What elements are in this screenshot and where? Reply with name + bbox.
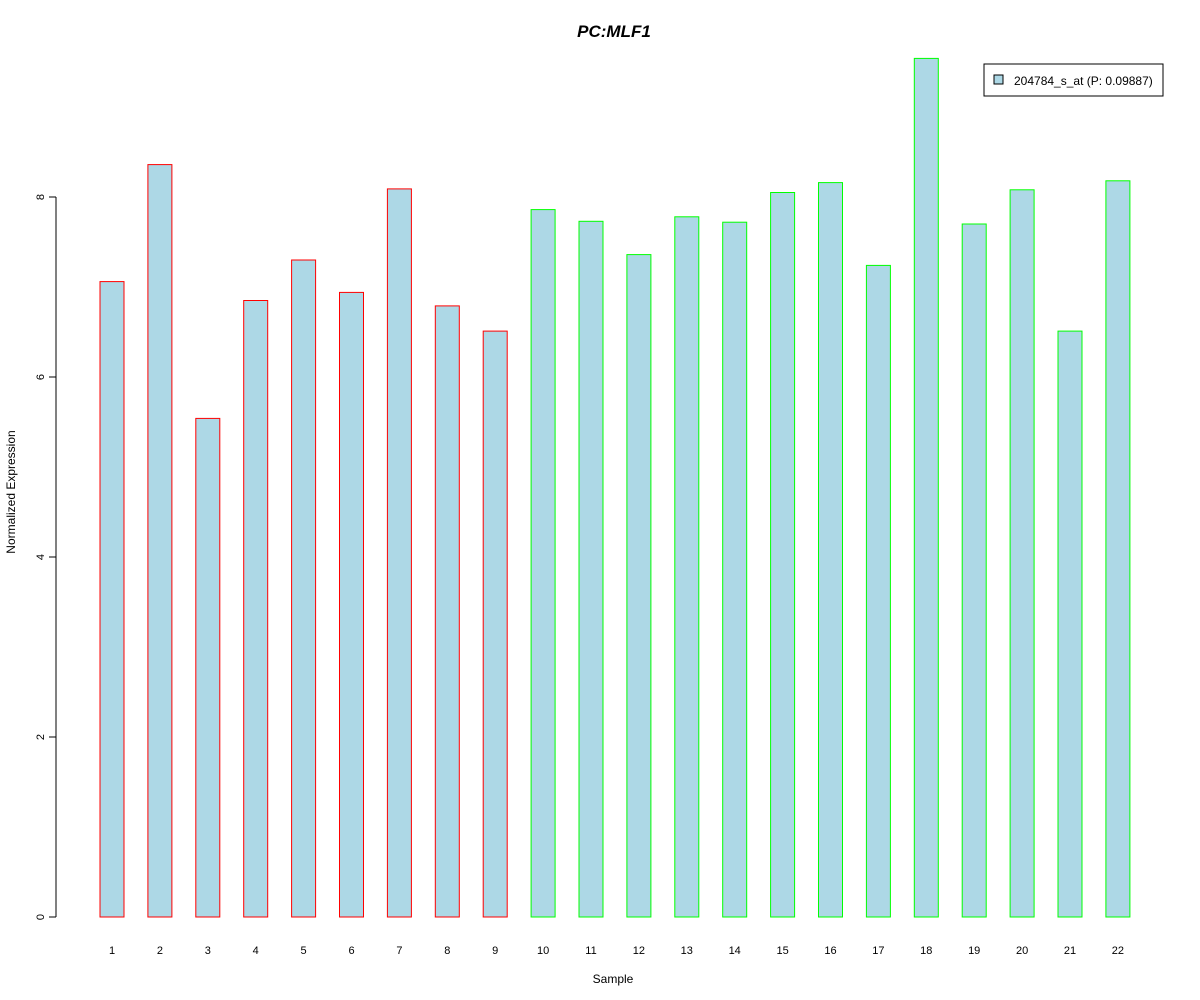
bar-sample-10 [530,209,556,918]
y-tick-label: 8 [35,194,47,200]
legend: 204784_s_at (P: 0.09887) [983,63,1164,97]
legend-swatch [993,74,1004,85]
x-tick-label: 5 [301,945,307,957]
bars-group [99,57,1131,918]
bar-sample-12 [626,254,652,918]
bar-sample-15 [770,192,796,918]
bar-sample-8 [434,305,460,918]
bar-sample-14 [722,221,748,918]
y-tick-label: 4 [35,554,47,560]
bar-sample-13 [674,216,700,918]
bar-sample-21 [1057,330,1083,918]
bar-sample-5 [291,259,317,918]
bar-sample-22 [1105,180,1131,918]
x-axis-label: Sample [593,972,634,986]
x-tick-label: 4 [253,945,259,957]
bar-sample-3 [195,417,221,918]
legend-label: 204784_s_at (P: 0.09887) [1014,74,1153,88]
x-tick-label: 7 [396,945,402,957]
bar-sample-7 [386,188,412,918]
x-tick-label: 8 [444,945,450,957]
y-axis-label: Normalized Expression [4,430,18,553]
x-tick-label: 10 [537,945,549,957]
x-tick-label: 2 [157,945,163,957]
bar-sample-18 [913,57,939,918]
bar-sample-1 [99,281,125,918]
x-tick-label: 6 [348,945,354,957]
y-tick-label: 0 [35,914,47,920]
bar-sample-2 [147,164,173,918]
x-tick-label: 18 [920,945,932,957]
x-tick-label: 22 [1112,945,1124,957]
x-tick-label: 17 [872,945,884,957]
x-tick-label: 16 [824,945,836,957]
x-tick-label: 13 [681,945,693,957]
y-axis: 0 2 4 6 8 [35,194,57,920]
x-tick-label: 20 [1016,945,1028,957]
bar-sample-4 [243,300,269,918]
bar-sample-16 [818,182,843,918]
chart-title: PC:MLF1 [577,22,651,41]
x-tick-label: 12 [633,945,645,957]
x-tick-label: 15 [776,945,788,957]
x-tick-label: 1 [109,945,115,957]
x-tick-label: 19 [968,945,980,957]
x-tick-label: 14 [729,945,741,957]
y-tick-label: 6 [35,374,47,380]
bar-sample-9 [482,330,508,918]
x-tick-labels: 1 2 3 4 5 6 7 8 9 10 11 12 13 14 15 16 17 18 19 20 21 22 [109,945,1124,957]
x-tick-label: 9 [492,945,498,957]
x-tick-label: 21 [1064,945,1076,957]
bar-sample-20 [1009,189,1035,918]
x-tick-label: 11 [585,945,596,957]
x-tick-label: 3 [205,945,211,957]
bar-sample-6 [339,291,364,918]
bar-sample-19 [961,223,987,918]
legend-box [983,63,1164,97]
bar-sample-11 [578,220,604,918]
y-tick-label: 2 [35,734,47,740]
bar-sample-17 [865,264,891,918]
